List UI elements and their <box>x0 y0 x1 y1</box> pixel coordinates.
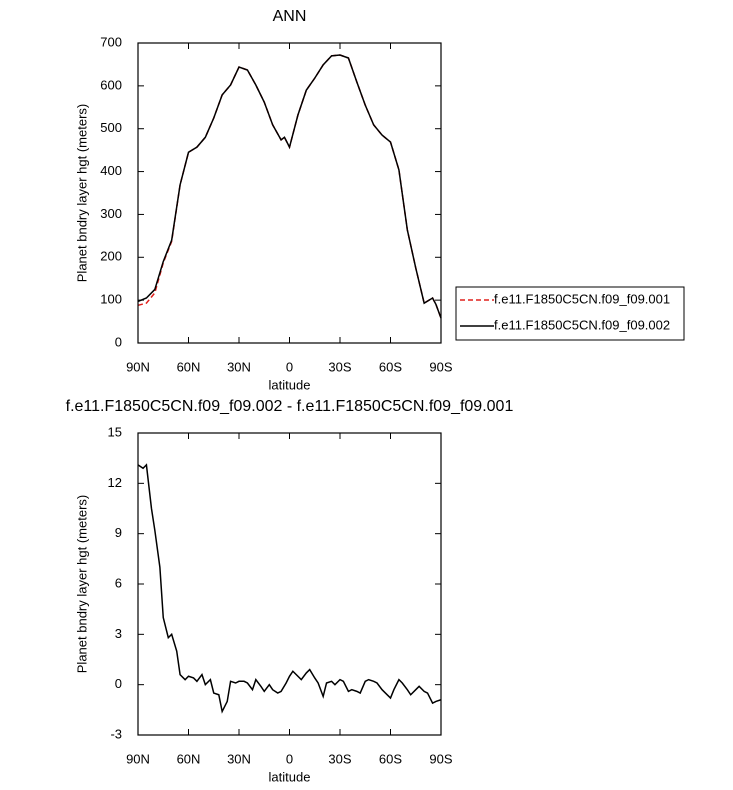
x-tick-label: 90N <box>126 751 150 766</box>
y-tick-label: 600 <box>100 77 122 92</box>
x-tick-label: 30N <box>227 359 251 374</box>
x-axis-label: latitude <box>269 377 311 392</box>
y-tick-label: 12 <box>108 475 122 490</box>
y-tick-label: 500 <box>100 120 122 135</box>
y-tick-label: 400 <box>100 163 122 178</box>
y-tick-label: 9 <box>115 525 122 540</box>
y-tick-label: 700 <box>100 34 122 49</box>
legend-box <box>455 286 685 341</box>
chart-title: f.e11.F1850C5CN.f09_f09.002 - f.e11.F185… <box>66 398 514 415</box>
x-tick-label: 60N <box>177 359 201 374</box>
x-tick-label: 90S <box>429 359 452 374</box>
x-tick-label: 90S <box>429 751 452 766</box>
data-line <box>137 463 442 714</box>
y-axis-label: Planet bndry layer hgt (meters) <box>74 495 89 673</box>
y-tick-label: 15 <box>108 424 122 439</box>
x-tick-label: 60S <box>379 751 402 766</box>
data-line <box>137 54 442 319</box>
x-axis-label: latitude <box>269 769 311 784</box>
plot-frame <box>137 42 442 344</box>
y-tick-label: 3 <box>115 626 122 641</box>
x-tick-label: 0 <box>286 359 293 374</box>
y-tick-label: 200 <box>100 249 122 264</box>
y-tick-label: 0 <box>115 334 122 349</box>
x-tick-label: 30N <box>227 751 251 766</box>
x-tick-label: 30S <box>328 359 351 374</box>
y-tick-label: 6 <box>115 575 122 590</box>
chart-title: ANN <box>273 8 307 25</box>
legend-label: f.e11.F1850C5CN.f09_f09.001 <box>494 291 670 306</box>
y-tick-label: 100 <box>100 292 122 307</box>
y-tick-label: 0 <box>115 676 122 691</box>
x-tick-label: 90N <box>126 359 150 374</box>
y-tick-label: -3 <box>110 726 122 741</box>
x-tick-label: 60S <box>379 359 402 374</box>
x-tick-label: 0 <box>286 751 293 766</box>
y-tick-label: 300 <box>100 206 122 221</box>
data-line <box>137 54 442 319</box>
y-axis-label: Planet bndry layer hgt (meters) <box>74 104 89 282</box>
plot-frame <box>137 432 442 736</box>
x-tick-label: 60N <box>177 751 201 766</box>
x-tick-label: 30S <box>328 751 351 766</box>
legend-label: f.e11.F1850C5CN.f09_f09.002 <box>494 317 670 332</box>
